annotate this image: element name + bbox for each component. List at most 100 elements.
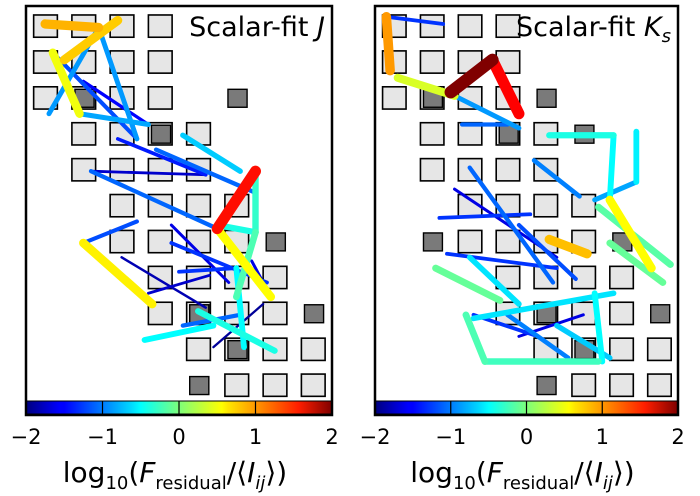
panel-frame [24,4,334,417]
detector-cell [262,265,288,290]
colorbar-tick-label: −1 [435,425,466,449]
xaxis-label-part: /⟨ [574,456,594,489]
network-edge [40,19,104,33]
network-edge [470,290,617,322]
detector-cell-highlight [536,88,557,108]
xaxis-label-part: F [487,456,504,489]
network-edge [466,254,522,307]
network-edge [177,266,239,274]
network-edge [486,54,525,120]
panel-title-subscript: s [662,26,671,47]
detector-cell [533,193,559,218]
network-edge [81,79,151,127]
network-edge [88,169,220,231]
xaxis-label-part: 10 [453,473,476,494]
panel-frame [373,4,680,417]
detector-cell [300,337,326,362]
detector-cell [71,157,97,182]
panel-2: Scalar-fit Ks −2 −1 0 1 2 log10(Fresidual/⟨Iij… [360,4,685,494]
detector-cell [185,337,212,362]
xaxis-label-part: 10 [105,473,128,494]
detector-cell [495,14,521,39]
panel-title-text: Scalar-fit [516,12,644,43]
panels-group: Scalar-fit J −2 −1 0 1 2 log10(Fresidual/⟨Iij⟩… [11,4,685,494]
detector-cell [609,265,635,290]
network-edge [153,147,258,195]
xaxis-label-part: ( [128,456,139,489]
detector-cell [147,229,173,254]
network-edge [606,132,617,203]
xaxis-label: log10(Fresidual/⟨Iij⟩) [63,456,287,494]
detector-cell [457,229,483,254]
detector-cell [419,157,445,182]
colorbar-tick-label: 0 [520,425,533,449]
detector-cell-highlight [422,232,444,252]
network-edge [212,302,265,349]
detector-cell [109,157,135,182]
network-edge [195,308,278,354]
detector-cell [147,157,173,182]
network-edge [516,222,578,281]
xaxis-label-part: log [63,456,106,489]
colorbar-tick-label: 1 [249,425,262,449]
network-edge [213,224,276,302]
network-edge [467,165,556,285]
detector-cell [147,14,173,39]
network-edge [89,169,208,177]
xaxis-label-part: /⟨ [227,456,247,489]
network-edge [444,53,499,99]
detector-cell [646,373,672,398]
network-edge [381,12,395,76]
detector-cell [109,193,135,218]
colorbar-tick-label: 2 [671,425,684,449]
detector-cell-highlight [265,232,287,252]
detector-cell [300,373,326,398]
xaxis-label-part: ( [476,456,487,489]
detector-cell [147,50,173,74]
detector-cell [609,301,635,326]
colorbar-tick-label: −2 [360,425,391,449]
detector-cell [646,337,672,362]
network-edge [48,48,84,118]
network-edge [79,238,157,309]
xaxis-label-part: residual [155,473,226,494]
detector-cell [224,373,250,398]
network-edge [141,322,217,343]
xaxis-label-part: F [139,456,156,489]
panel-title: Scalar-fit J [189,12,325,43]
xaxis-label-part: ij [603,473,613,494]
xaxis-label-part: I [247,456,255,489]
network-edge [432,264,504,304]
colorbar-tick-label: 1 [596,425,609,449]
detector-cell [609,337,635,362]
detector-cell [419,14,445,39]
network-edge [50,50,139,141]
detector-cell [419,121,445,146]
edge-group [40,15,278,354]
detector-cell [262,373,288,398]
xaxis-label-part: I [595,456,603,489]
network-edge [591,290,606,365]
detector-cell [109,229,135,254]
network-edge [81,219,139,246]
detector-cell [457,14,483,39]
detector-cell [71,121,97,146]
xaxis-label-part: ij [255,473,265,494]
detector-cell-highlight [227,88,248,108]
xaxis-label-part: residual [503,473,574,494]
detector-cell [609,373,635,398]
network-edge [437,212,533,220]
detector-cell-highlight [303,304,325,324]
network-edge [59,15,123,65]
network-edge [505,312,571,361]
detector-cell [495,265,521,290]
panel-title: Scalar-fit Ks [516,12,671,47]
colorbar-tick-label: −1 [87,425,118,449]
network-edge [592,179,639,203]
network-edge [77,111,151,127]
xaxis-label: log10(Fresidual/⟨Iij⟩) [410,456,634,494]
detector-cell [495,157,521,182]
network-edge [531,158,582,199]
detector-cell-highlight [189,375,210,396]
